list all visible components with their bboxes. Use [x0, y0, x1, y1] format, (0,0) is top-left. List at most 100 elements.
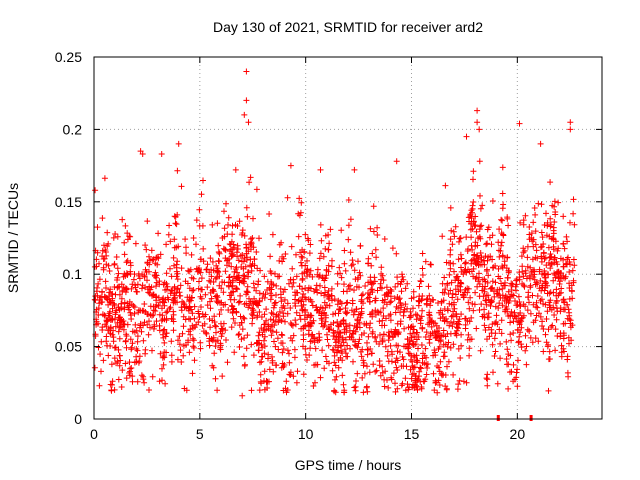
zero-marker: [529, 415, 533, 421]
data-point: [184, 294, 191, 301]
data-point: [490, 369, 496, 376]
data-point: [291, 346, 298, 353]
data-point: [344, 288, 350, 295]
data-point: [415, 302, 422, 309]
data-point: [344, 342, 351, 349]
data-point: [483, 301, 490, 308]
data-point: [241, 111, 248, 118]
data-point: [522, 347, 529, 354]
data-point: [464, 317, 471, 324]
data-point: [316, 255, 323, 262]
data-point: [136, 324, 143, 331]
data-point: [548, 253, 555, 260]
data-point: [387, 293, 394, 300]
data-point: [566, 269, 573, 275]
data-point: [317, 282, 323, 289]
data-point: [359, 374, 366, 381]
data-point: [146, 253, 152, 260]
data-point: [377, 309, 384, 316]
data-point: [156, 322, 163, 329]
data-point: [404, 336, 411, 343]
data-point: [106, 298, 113, 305]
data-point: [112, 231, 119, 237]
data-point: [256, 387, 263, 394]
data-point: [481, 314, 488, 321]
data-point: [298, 253, 305, 260]
data-point: [307, 338, 314, 345]
data-point: [221, 208, 227, 215]
data-point: [92, 187, 99, 194]
data-point: [313, 307, 320, 314]
data-point: [328, 292, 335, 299]
data-point: [119, 216, 126, 223]
data-point: [504, 361, 510, 368]
data-point: [130, 276, 137, 283]
data-point: [213, 262, 220, 269]
data-point: [540, 249, 547, 256]
data-point: [467, 294, 474, 301]
data-point: [215, 249, 222, 255]
data-point: [414, 386, 421, 393]
data-point: [539, 318, 546, 325]
data-point: [550, 230, 557, 237]
data-point: [448, 279, 455, 286]
data-point: [527, 334, 534, 341]
data-point: [461, 289, 468, 296]
data-point: [358, 353, 365, 360]
data-point: [516, 333, 523, 340]
data-point: [209, 221, 216, 228]
data-point: [229, 252, 236, 259]
data-point: [492, 320, 498, 327]
data-point: [103, 261, 110, 268]
data-point: [235, 332, 242, 338]
data-point: [370, 228, 377, 235]
data-point: [463, 379, 470, 386]
data-point: [434, 363, 441, 369]
data-point: [159, 377, 165, 384]
data-point: [443, 315, 450, 322]
data-point: [534, 293, 541, 299]
data-point: [406, 350, 413, 357]
data-point: [188, 274, 195, 281]
data-point: [338, 300, 345, 307]
data-point: [287, 276, 294, 283]
data-point: [499, 190, 506, 197]
data-point: [537, 313, 544, 320]
data-point: [468, 314, 475, 321]
x-tick-label: 10: [298, 426, 314, 442]
data-point: [346, 322, 353, 329]
data-point: [467, 220, 474, 227]
data-point: [307, 345, 314, 352]
data-point: [200, 177, 206, 184]
data-point: [497, 275, 504, 282]
data-point: [250, 352, 257, 359]
data-point: [447, 287, 454, 294]
data-point: [530, 243, 537, 250]
data-point: [273, 292, 279, 298]
data-point: [346, 334, 353, 341]
data-point: [455, 256, 462, 263]
data-point: [104, 229, 111, 236]
data-point: [392, 380, 398, 387]
data-point: [273, 362, 280, 369]
data-point: [300, 325, 307, 332]
data-point: [141, 319, 148, 326]
data-point: [370, 361, 377, 368]
data-point: [450, 318, 457, 325]
data-point: [538, 253, 545, 260]
data-point: [329, 346, 336, 353]
data-point: [214, 292, 220, 299]
data-point: [482, 297, 489, 304]
data-point: [164, 294, 171, 301]
data-point: [294, 368, 301, 375]
data-point: [367, 225, 374, 232]
data-point: [549, 322, 556, 329]
data-point: [552, 347, 559, 354]
data-point: [455, 325, 462, 332]
data-point: [341, 281, 347, 288]
data-point: [489, 264, 496, 271]
data-point: [287, 162, 294, 169]
data-point: [492, 303, 499, 310]
data-point: [465, 331, 472, 338]
data-point: [327, 226, 334, 233]
